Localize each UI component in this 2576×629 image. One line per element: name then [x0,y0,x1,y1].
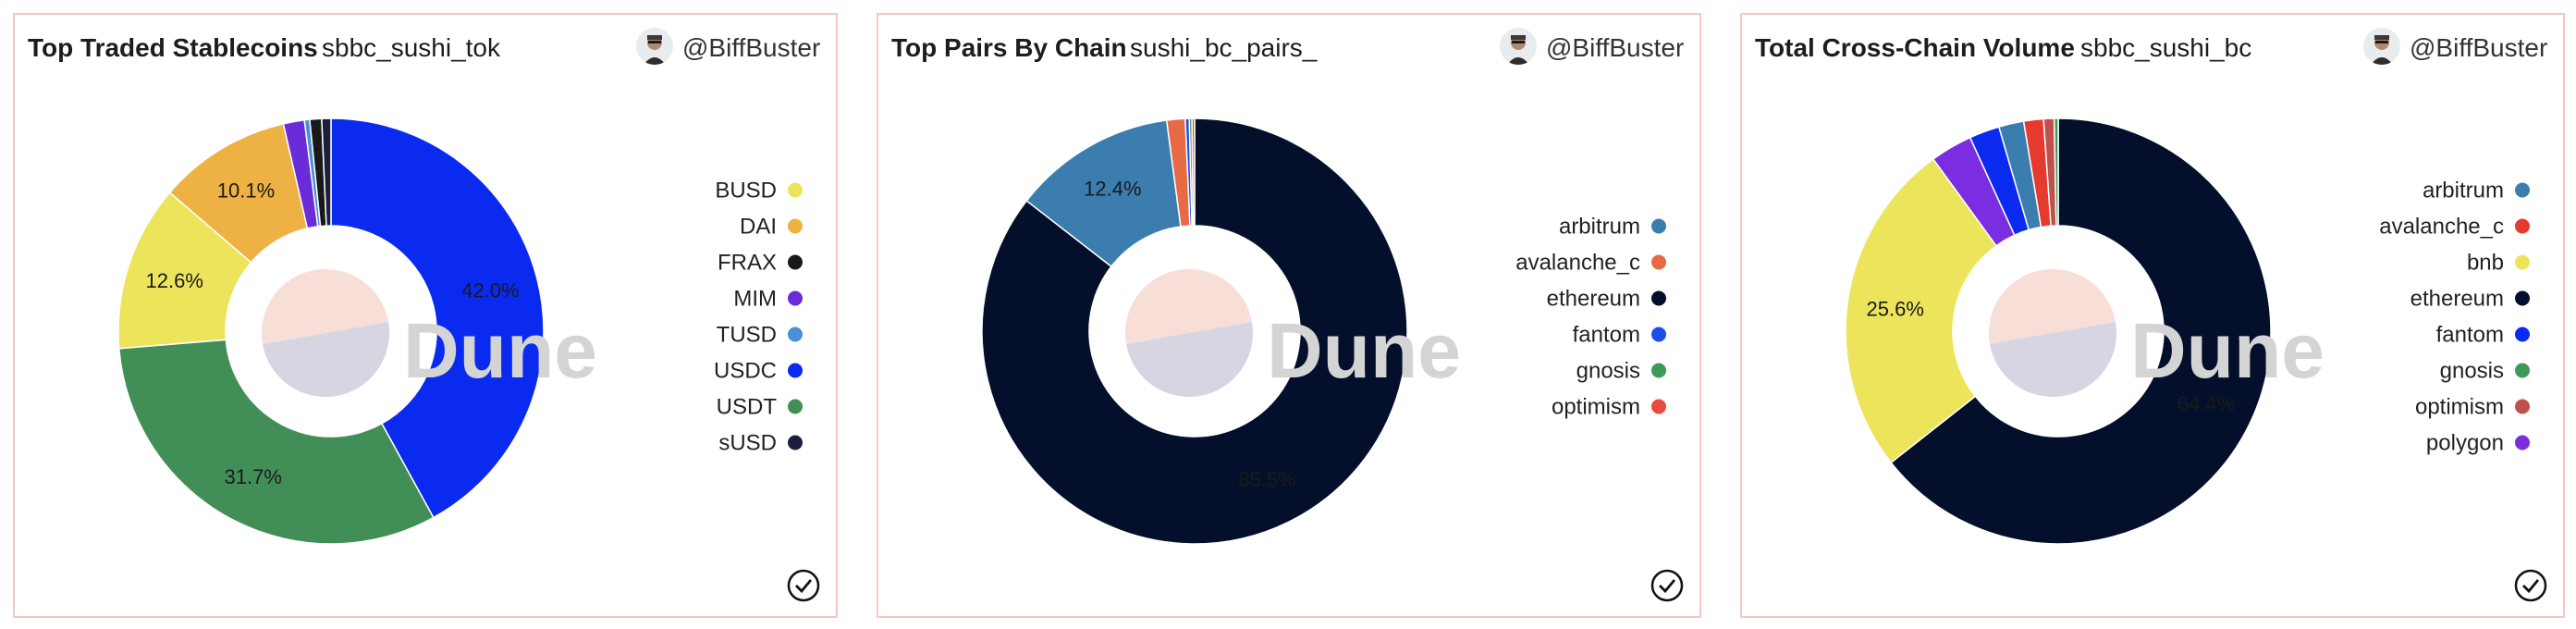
legend-label[interactable]: ethereum [2410,287,2504,312]
author-avatar[interactable] [2363,28,2400,65]
legend-label[interactable]: fantom [1573,323,1640,348]
slice-value-label: 10.1% [217,179,275,203]
hole-decoration-top [1988,268,2116,344]
query-name-link[interactable]: sbbc_sushi_tok [322,33,501,62]
author-link[interactable]: @BiffBuster [682,33,821,62]
legend-swatch[interactable] [1651,363,1666,378]
legend-swatch[interactable] [1651,399,1666,414]
legend-swatch[interactable] [1651,254,1666,270]
dune-watermark: Dune [403,307,597,394]
legend-swatch[interactable] [2515,218,2530,234]
legend-label[interactable]: MIM [733,287,777,312]
panel-title: Total Cross-Chain Volume [1755,33,2075,62]
legend-label[interactable]: optimism [2415,395,2504,420]
slice-value-label: 12.4% [1084,178,1141,201]
legend-label[interactable]: optimism [1552,395,1640,420]
legend-label[interactable]: USDC [714,359,777,384]
legend-label[interactable]: sUSD [718,431,777,456]
legend-swatch[interactable] [1651,290,1666,306]
legend-swatch[interactable] [788,435,803,450]
legend-swatch[interactable] [788,182,803,198]
slice-value-label: 85.5% [1238,468,1295,491]
legend-label[interactable]: avalanche_c [2379,215,2504,240]
slice-value-label: 42.0% [461,279,519,302]
legend-swatch[interactable] [2515,435,2530,450]
slice-value-label: 12.6% [146,269,203,292]
legend-label[interactable]: gnosis [1576,359,1640,384]
pie-slice-optimism[interactable] [1191,117,1196,227]
legend-swatch[interactable] [788,290,803,306]
slice-value-label: 31.7% [225,465,282,488]
legend-swatch[interactable] [788,363,803,378]
legend-label[interactable]: ethereum [1547,287,1640,312]
pie-slice-usdt[interactable] [117,339,435,545]
author-avatar[interactable] [636,28,673,65]
legend-swatch[interactable] [2515,327,2530,342]
legend-swatch[interactable] [1651,218,1666,234]
legend-label[interactable]: arbitrum [2423,179,2504,204]
query-name-link[interactable]: sushi_bc_pairs_ [1130,33,1318,62]
dune-watermark: Dune [1267,307,1461,394]
panel-title: Top Traded Stablecoins [28,33,318,62]
pie-slice-gnosis[interactable] [2053,117,2059,227]
legend-swatch[interactable] [2515,290,2530,306]
legend-label[interactable]: polygon [2426,431,2504,456]
hole-decoration-bottom [263,322,390,398]
legend-swatch[interactable] [788,399,803,414]
check-circle-icon[interactable] [2513,568,2548,603]
legend-label[interactable]: fantom [2436,323,2504,348]
author-link[interactable]: @BiffBuster [1546,33,1685,62]
legend-swatch[interactable] [2515,254,2530,270]
author-link[interactable]: @BiffBuster [2410,33,2548,62]
hole-decoration-bottom [1126,322,1254,398]
hole-decoration-top [1124,268,1252,344]
legend-label[interactable]: TUSD [717,323,777,348]
legend-swatch[interactable] [788,254,803,270]
legend-swatch[interactable] [2515,363,2530,378]
hole-decoration-bottom [1990,322,2117,398]
slice-value-label: 64.4% [2177,392,2235,415]
pie-slice-susd[interactable] [321,117,332,227]
slice-value-label: 25.6% [1867,297,1924,320]
legend-label[interactable]: FRAX [718,251,777,276]
pie-slice-ethereum[interactable] [981,117,1408,545]
legend-label[interactable]: bnb [2467,251,2504,276]
pie-slice-arbitrum[interactable] [1025,119,1182,268]
query-name-link[interactable]: sbbc_sushi_bc [2080,33,2252,62]
legend-label[interactable]: arbitrum [1559,215,1640,240]
legend-swatch[interactable] [2515,182,2530,198]
legend-label[interactable]: BUSD [715,179,777,204]
legend-swatch[interactable] [788,327,803,342]
panel-top-traded-stablecoins: Top Traded Stablecoins sbbc_sushi_tok @B… [13,13,838,618]
hole-decoration-top [261,268,388,344]
check-circle-icon[interactable] [786,568,821,603]
legend-swatch[interactable] [788,218,803,234]
legend-swatch[interactable] [1651,327,1666,342]
legend-label[interactable]: USDT [717,395,778,420]
pie-slice-usdc[interactable] [330,117,545,519]
author-avatar[interactable] [1500,28,1537,65]
pie-slice-ethereum[interactable] [1890,117,2272,545]
dune-watermark: Dune [2130,307,2325,394]
check-circle-icon[interactable] [1650,568,1685,603]
chart-canvas: 85.5% 12.4% Dune arbitrum avalanche_cethereu… [981,117,1666,545]
panel-top-pairs-by-chain: Top Pairs By Chain sushi_bc_pairs_ @Biff… [877,13,1701,618]
chart-canvas: 42.0% 31.7% 12.6% 10.1% Dune BUSD DAI FRAX MIM TU… [117,117,803,545]
legend-label[interactable]: DAI [740,215,777,240]
panel-total-cross-chain-volume: Total Cross-Chain Volume sbbc_sushi_bc @… [1740,13,2565,618]
pie-slice-bnb[interactable] [1845,157,1998,464]
legend-label[interactable]: avalanche_c [1515,251,1640,276]
legend-swatch[interactable] [2515,399,2530,414]
legend-label[interactable]: gnosis [2440,359,2504,384]
panel-title: Top Pairs By Chain [891,33,1127,62]
